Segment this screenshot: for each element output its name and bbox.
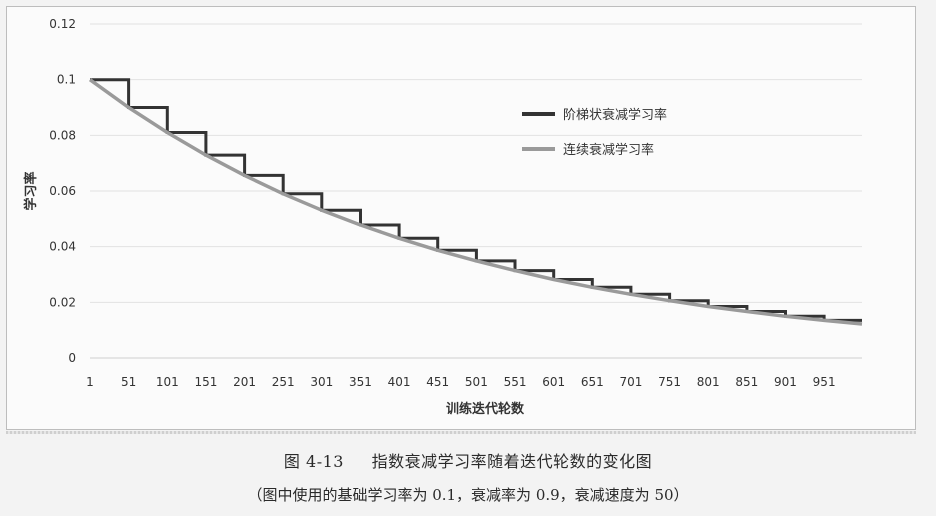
- x-tick-label: 551: [504, 375, 527, 389]
- x-tick-label: 501: [465, 375, 488, 389]
- x-tick-label: 351: [349, 375, 372, 389]
- data-point: [128, 107, 130, 109]
- x-tick-label: 851: [735, 375, 758, 389]
- continuous-decay-line: [88, 78, 863, 326]
- chart-frame: 0 0.02 0.04 0.06 0.08 0.1 0.12 1 51 101 151 201 251 3…: [6, 6, 916, 434]
- data-point: [823, 319, 825, 321]
- figure-caption: 图 4-13 指数衰减学习率随着迭代轮数的变化图: [0, 448, 936, 472]
- y-tick-label: 0.04: [49, 240, 76, 254]
- x-tick-label: 901: [774, 375, 797, 389]
- data-point: [89, 79, 91, 81]
- y-tick-label: 0.02: [49, 295, 76, 309]
- x-tick-label: 401: [388, 375, 411, 389]
- data-point: [630, 293, 632, 295]
- data-point: [166, 132, 168, 134]
- y-tick-label: 0.08: [49, 128, 76, 142]
- data-point: [514, 270, 516, 272]
- legend-label: 连续衰减学习率: [563, 142, 654, 158]
- data-point: [205, 154, 207, 156]
- data-point: [669, 300, 671, 302]
- data-point: [437, 249, 439, 251]
- data-point: [746, 311, 748, 313]
- x-tick-label: 151: [194, 375, 217, 389]
- y-tick-label: 0.1: [57, 73, 76, 87]
- x-tick-label: 801: [697, 375, 720, 389]
- data-point: [282, 193, 284, 195]
- x-tick-label: 251: [272, 375, 295, 389]
- data-point: [784, 315, 786, 317]
- data-point: [321, 209, 323, 211]
- figure-note: （图中使用的基础学习率为 0.1，衰减率为 0.9，衰减速度为 50）: [247, 486, 689, 504]
- y-tick-label: 0.12: [49, 17, 76, 31]
- x-tick-label: 51: [121, 375, 136, 389]
- data-point: [707, 306, 709, 308]
- figure-title: 指数衰减学习率随着迭代轮数的变化图: [371, 452, 653, 471]
- x-axis-label: 训练迭代轮数: [446, 401, 525, 417]
- data-point: [861, 323, 863, 325]
- x-tick-label: 651: [581, 375, 604, 389]
- x-tick-label: 201: [233, 375, 256, 389]
- y-tick-label: 0.06: [49, 184, 76, 198]
- x-tick-label: 1: [86, 375, 94, 389]
- y-tick-label: 0: [68, 351, 76, 365]
- data-point: [244, 174, 246, 176]
- data-point: [398, 237, 400, 239]
- x-tick-label: 751: [658, 375, 681, 389]
- data-point: [553, 279, 555, 281]
- figure-number: 图 4-13: [283, 452, 344, 471]
- chart-svg: 00.020.040.060.080.10.121 51 101 151 201 251 3…: [23, 17, 863, 417]
- x-tick-label: 951: [813, 375, 836, 389]
- x-tick-label: 301: [310, 375, 333, 389]
- x-tick-label: 701: [619, 375, 642, 389]
- x-tick-label: 451: [426, 375, 449, 389]
- x-tick-label: 101: [156, 375, 179, 389]
- legend-label: 阶梯状衰减学习率: [563, 107, 667, 123]
- staircase-decay-line: [90, 78, 862, 322]
- data-point: [475, 260, 477, 262]
- data-point: [359, 224, 361, 226]
- data-point: [591, 286, 593, 288]
- x-tick-label: 601: [542, 375, 565, 389]
- y-axis-label: 学习率: [23, 171, 39, 210]
